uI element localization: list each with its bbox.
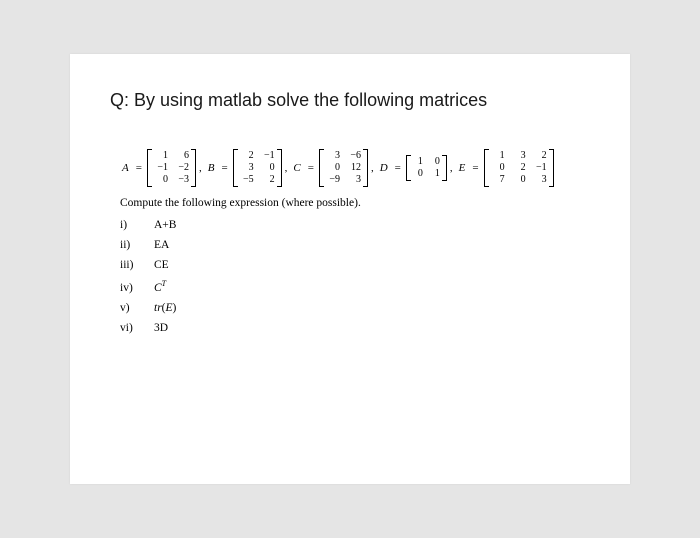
equals: = [221,163,227,174]
comma: , [285,163,288,174]
equals: = [395,163,401,174]
roman-vi: vi) [120,322,154,334]
question-text: Q: By using matlab solve the following m… [110,90,590,111]
part-i: i) A+B [120,219,590,231]
expr-i: A+B [154,219,176,231]
roman-iv: iv) [120,282,154,294]
expr-v: tr(E) [154,302,176,314]
matrix-C: 3−6 012 −93 [319,149,368,187]
part-ii: ii) EA [120,239,590,251]
label-D: D [380,163,388,174]
part-iii: iii) CE [120,259,590,271]
equals-E: = [472,163,478,174]
label-A: A [122,163,129,174]
label-C: C [293,163,300,174]
expr-iv: CT [154,279,166,294]
parts-list: i) A+B ii) EA iii) CE iv) CT v) tr(E) vi… [120,219,590,334]
matrix-D: 10 01 [406,155,447,181]
label-E: E [459,163,466,174]
instruction-text: Compute the following expression (where … [120,197,590,209]
roman-iii: iii) [120,259,154,271]
comma: , [371,163,374,174]
comma: , [450,163,453,174]
document-page: Q: By using matlab solve the following m… [70,54,630,484]
matrix-definitions: A = 16 −1−2 0−3 , B = 2−1 30 −52 , C [120,149,590,187]
matrix-B: 2−1 30 −52 [233,149,282,187]
expr-iii: CE [154,259,169,271]
roman-v: v) [120,302,154,314]
part-v: v) tr(E) [120,302,590,314]
comma: , [199,163,202,174]
label-B: B [208,163,215,174]
roman-ii: ii) [120,239,154,251]
matrix-E: 132 02−1 703 [484,149,554,187]
part-iv: iv) CT [120,279,590,294]
expr-vi: 3D [154,322,168,334]
part-vi: vi) 3D [120,322,590,334]
equals: = [308,163,314,174]
matrix-A: 16 −1−2 0−3 [147,149,196,187]
roman-i: i) [120,219,154,231]
expr-ii: EA [154,239,169,251]
equals: = [136,163,142,174]
